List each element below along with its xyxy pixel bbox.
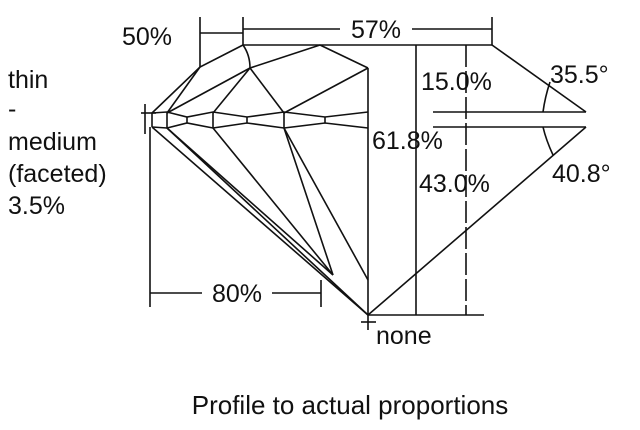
caption: Profile to actual proportions	[192, 390, 509, 420]
lower-half-label: 80%	[212, 280, 262, 308]
table-label: 57%	[351, 16, 401, 44]
labels: 50% 57% thin - medium (faceted) 3.5% 15.…	[8, 16, 611, 420]
culet-label: none	[376, 322, 432, 350]
girdle-thin-label: thin	[8, 66, 48, 94]
crown-height-label: 15.0%	[421, 68, 492, 96]
pavilion-depth-label: 43.0%	[419, 170, 490, 198]
pavilion-angle-label: 40.8°	[552, 160, 611, 188]
girdle-dash-label: -	[8, 95, 16, 123]
crown-angle-label: 35.5°	[550, 61, 609, 89]
dimension-lines	[141, 17, 493, 330]
total-depth-label: 61.8%	[372, 127, 443, 155]
girdle-percent-label: 3.5%	[8, 192, 65, 220]
girdle-medium-label: medium	[8, 128, 97, 156]
diamond-profile	[151, 44, 587, 316]
girdle-faceted-label: (faceted)	[8, 160, 107, 188]
crown-height-left-label: 50%	[122, 23, 172, 51]
